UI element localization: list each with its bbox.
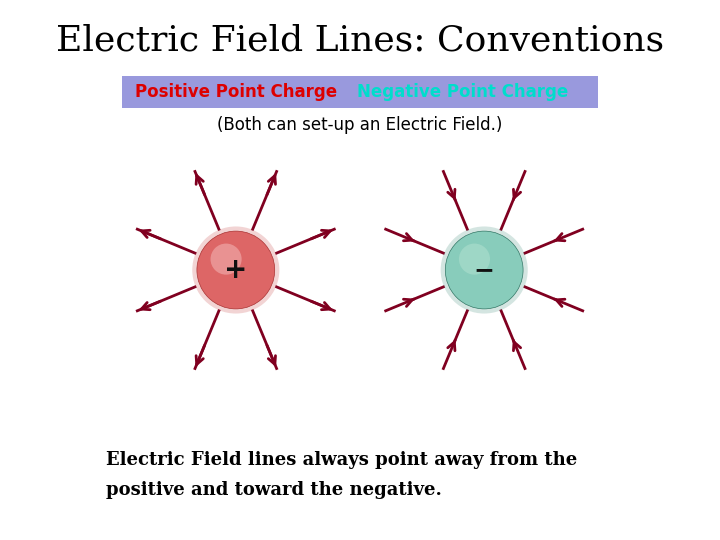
Text: Electric Field lines always point away from the: Electric Field lines always point away f…	[107, 451, 577, 469]
Circle shape	[441, 226, 528, 314]
Text: +: +	[224, 256, 248, 284]
Circle shape	[459, 244, 490, 275]
Circle shape	[197, 231, 275, 309]
Text: (Both can set-up an Electric Field.): (Both can set-up an Electric Field.)	[217, 116, 503, 134]
FancyBboxPatch shape	[122, 76, 598, 108]
Text: Negative Point Charge: Negative Point Charge	[357, 83, 568, 101]
Circle shape	[445, 231, 523, 309]
Circle shape	[192, 226, 279, 314]
Text: Electric Field Lines: Conventions: Electric Field Lines: Conventions	[56, 24, 664, 57]
Text: Positive Point Charge: Positive Point Charge	[135, 83, 337, 101]
Text: positive and toward the negative.: positive and toward the negative.	[107, 481, 442, 499]
Circle shape	[210, 244, 242, 275]
Text: −: −	[474, 258, 495, 282]
